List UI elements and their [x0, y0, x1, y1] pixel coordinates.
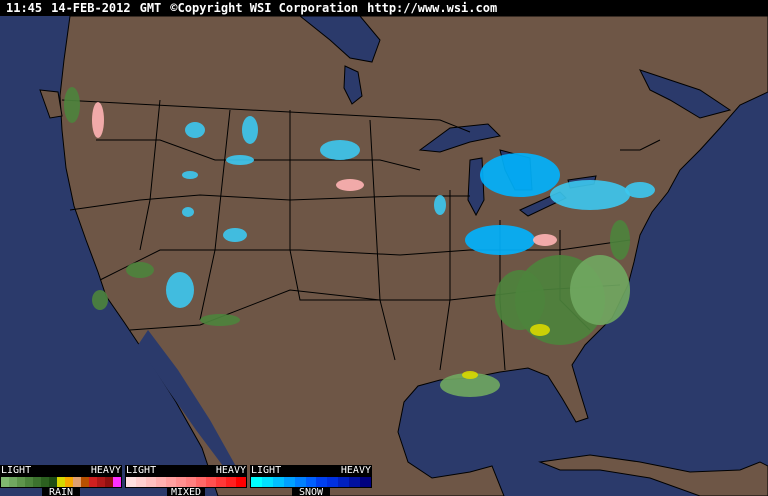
legend-swatch: [89, 477, 97, 487]
mixed-color-bar: [125, 476, 247, 488]
precipitation-cell: [434, 195, 446, 215]
legend-snow: LIGHT HEAVY SNOW: [250, 465, 372, 496]
precipitation-cell: [480, 153, 560, 197]
legend-swatch: [49, 477, 57, 487]
legend-swatch: [338, 477, 350, 487]
precipitation-cell: [550, 180, 630, 210]
legend-rain: LIGHT HEAVY RAIN: [0, 465, 122, 496]
legend-swatch: [136, 477, 146, 487]
legend-swatch: [316, 477, 328, 487]
legend-swatch: [327, 477, 339, 487]
precipitation-cell: [92, 290, 108, 310]
gulf-of-st-lawrence: [639, 69, 732, 119]
legend-heavy: HEAVY: [90, 465, 121, 476]
legend-swatch: [113, 477, 121, 487]
precipitation-cell: [64, 87, 80, 123]
legend-swatch: [305, 477, 317, 487]
legend-swatch: [73, 477, 81, 487]
precipitation-cell: [570, 255, 630, 325]
lake-superior: [418, 123, 502, 153]
precipitation-cell: [465, 225, 535, 255]
legend-light: LIGHT: [1, 465, 32, 476]
precipitation-cell: [495, 270, 545, 330]
lake-winnipeg: [343, 65, 363, 105]
legend-label: MIXED: [167, 488, 205, 496]
legend-swatch: [41, 477, 49, 487]
hudson-bay: [298, 15, 381, 63]
snow-color-bar: [250, 476, 372, 488]
legend-swatch: [176, 477, 186, 487]
precipitation-cell: [440, 373, 500, 397]
legend-swatch: [166, 477, 176, 487]
legend-heavy: HEAVY: [215, 465, 246, 476]
url: http://www.wsi.com: [367, 1, 498, 15]
legend-swatch: [105, 477, 113, 487]
legend-swatch: [1, 477, 9, 487]
precipitation-cell: [223, 228, 247, 242]
time: 11:45: [6, 1, 43, 15]
legend-swatch: [17, 477, 25, 487]
precipitation-cell: [533, 234, 557, 246]
legend-swatch: [360, 477, 371, 487]
precipitation-cell: [320, 140, 360, 160]
legend-swatch: [25, 477, 33, 487]
precipitation-cell: [242, 116, 258, 144]
legend-swatch: [126, 477, 136, 487]
legend-mixed: LIGHT HEAVY MIXED: [125, 465, 247, 496]
legend-heavy: HEAVY: [340, 465, 371, 476]
legend-swatch: [349, 477, 361, 487]
precipitation-cell: [226, 155, 254, 165]
precipitation-cell: [610, 220, 630, 260]
precipitation-cell: [200, 314, 240, 326]
precipitation-cell: [185, 122, 205, 138]
legend-swatch: [272, 477, 284, 487]
legend-swatch: [97, 477, 105, 487]
legend-swatch: [65, 477, 73, 487]
legend-label: RAIN: [42, 488, 80, 496]
header-bar: 11:45 14-FEB-2012 GMT ©Copyright WSI Corpor…: [0, 0, 768, 16]
legend-swatch: [236, 477, 246, 487]
legend-swatch: [81, 477, 89, 487]
precipitation-cell: [92, 102, 104, 138]
legend-swatch: [294, 477, 306, 487]
legend-swatch: [251, 477, 262, 487]
legend-label: SNOW: [292, 488, 330, 496]
precipitation-cell: [336, 179, 364, 191]
legend-swatch: [283, 477, 295, 487]
legend-swatch: [196, 477, 206, 487]
precipitation-cell: [166, 272, 194, 308]
precipitation-cell: [126, 262, 154, 278]
legend-swatch: [156, 477, 166, 487]
legend-swatch: [57, 477, 65, 487]
timezone: GMT: [139, 1, 162, 15]
legend-swatch: [186, 477, 196, 487]
gulf-of-california: [138, 330, 238, 470]
precipitation-cell: [530, 324, 550, 336]
date: 14-FEB-2012: [51, 1, 131, 15]
legend-swatch: [9, 477, 17, 487]
vancouver-island: [39, 89, 63, 119]
legend-swatch: [33, 477, 41, 487]
rain-color-bar: [0, 476, 122, 488]
legend-light: LIGHT: [126, 465, 157, 476]
cuba: [538, 454, 768, 496]
legend-swatch: [206, 477, 216, 487]
copyright: ©Copyright WSI Corporation: [170, 1, 359, 15]
lake-michigan: [467, 157, 485, 217]
precipitation-cell: [182, 207, 194, 217]
legend-swatch: [261, 477, 273, 487]
precipitation-cell: [182, 171, 198, 179]
legend-swatch: [216, 477, 226, 487]
legend-light: LIGHT: [251, 465, 282, 476]
legend-swatch: [146, 477, 156, 487]
precipitation-cell: [625, 182, 655, 198]
precipitation-cell: [462, 371, 478, 379]
precipitation-overlay: [64, 87, 655, 397]
legend-swatch: [226, 477, 236, 487]
